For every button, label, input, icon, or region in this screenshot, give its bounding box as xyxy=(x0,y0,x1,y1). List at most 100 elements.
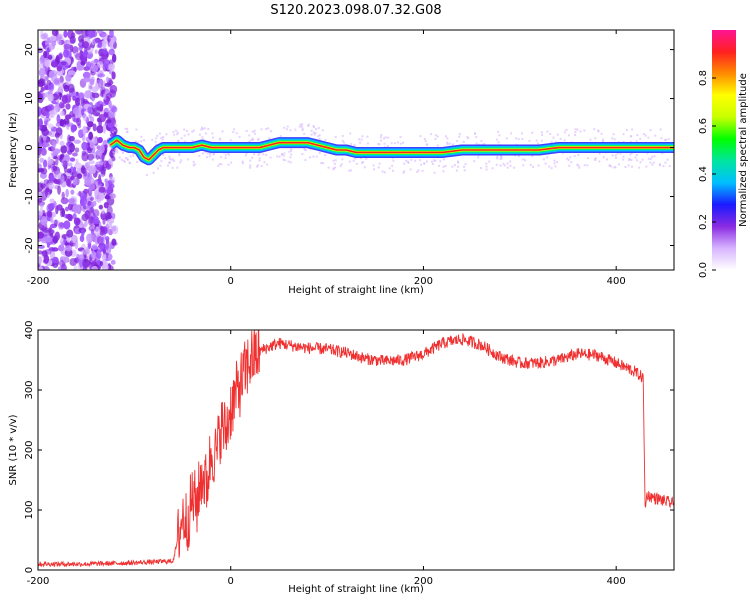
spectrogram-noise-blob xyxy=(101,254,107,260)
spectrogram-halo-point xyxy=(290,149,293,152)
spectrogram-halo-point xyxy=(202,138,205,141)
spectrogram-halo-point xyxy=(474,132,477,135)
spectrogram-halo-point xyxy=(467,137,470,140)
spectrogram-halo-point xyxy=(212,136,215,139)
spectrogram-halo-point xyxy=(549,132,552,135)
spectrogram-noise-blob xyxy=(58,39,62,45)
spectrogram-halo-point xyxy=(183,128,186,131)
spectrogram-halo-point xyxy=(451,165,454,168)
spectrogram-halo-point xyxy=(628,159,631,162)
spectrogram-halo-point xyxy=(358,138,361,141)
snr-marks xyxy=(38,330,674,568)
spectrogram-halo-point xyxy=(198,154,201,157)
spectrogram-noise-blob xyxy=(85,61,92,69)
spectrogram-noise-blob xyxy=(100,87,106,95)
spectrogram-halo-point xyxy=(172,159,175,162)
spectrogram-noise-blob xyxy=(51,247,59,252)
spectrogram-noise-blob xyxy=(66,122,74,127)
spectrogram-halo-point xyxy=(361,135,364,138)
spectrogram-halo-point xyxy=(321,129,324,132)
x-tick-label: 0 xyxy=(228,576,234,587)
spectrogram-halo-point xyxy=(463,165,466,168)
spectrogram-halo-point xyxy=(565,128,568,131)
spectrogram-halo-point xyxy=(642,132,645,135)
spectrogram-halo-point xyxy=(205,132,208,135)
spectrogram-noise-blob xyxy=(62,160,68,170)
spectrogram-halo-point xyxy=(327,166,330,169)
spectrogram-noise-blob xyxy=(43,50,48,58)
spectrogram-xlabel: Height of straight line (km) xyxy=(288,285,424,296)
spectrogram-noise-blob xyxy=(105,76,110,83)
spectrogram-noise-blob xyxy=(100,236,105,246)
spectrogram-halo-point xyxy=(660,137,663,140)
spectrogram-halo-point xyxy=(318,137,321,140)
spectrogram-noise-blob xyxy=(111,71,116,80)
colorbar-tick-label: 0.8 xyxy=(698,70,709,86)
spectrogram-noise-blob xyxy=(65,206,69,212)
spectrogram-halo-point xyxy=(387,136,390,139)
spectrogram-noise-blob xyxy=(59,119,65,127)
spectrogram-noise-blob xyxy=(108,265,114,270)
spectrogram-halo-point xyxy=(201,127,204,130)
spectrogram-halo-point xyxy=(128,161,131,164)
spectrogram-frame xyxy=(37,29,675,271)
spectrogram-halo-point xyxy=(178,152,181,155)
spectrogram-halo-point xyxy=(140,135,143,138)
spectrogram-halo-point xyxy=(475,142,478,145)
spectrogram-halo-point xyxy=(208,155,211,158)
spectrogram-halo-point xyxy=(495,163,498,166)
spectrogram-halo-point xyxy=(473,160,476,163)
spectrogram-noise-blob xyxy=(79,257,84,268)
spectrogram-halo-point xyxy=(668,165,671,168)
spectrogram-halo-point xyxy=(298,125,301,128)
spectrogram-halo-point xyxy=(178,154,181,157)
spectrogram-noise-blob xyxy=(44,68,48,76)
spectrogram-halo-point xyxy=(499,158,502,161)
spectrogram-noise-blob xyxy=(53,179,61,185)
spectrogram-halo-point xyxy=(145,173,148,176)
spectrogram-halo-point xyxy=(638,166,641,169)
spectrogram-halo-point xyxy=(263,161,266,164)
spectrogram-halo-point xyxy=(192,129,195,132)
spectrogram-halo-point xyxy=(535,139,538,142)
spectrogram-noise-blob xyxy=(76,173,83,179)
spectrogram-halo-point xyxy=(419,159,422,162)
spectrogram-noise-blob xyxy=(109,30,114,39)
spectrogram-halo-point xyxy=(445,135,448,138)
spectrogram-halo-point xyxy=(602,156,605,159)
spectrogram-halo-point xyxy=(162,153,165,156)
spectrogram-noise-blob xyxy=(79,234,85,242)
spectrogram-halo-point xyxy=(496,155,499,158)
spectrogram-halo-point xyxy=(500,155,503,158)
spectrogram-halo-point xyxy=(151,138,154,141)
spectrogram-halo-point xyxy=(152,171,155,174)
spectrogram-halo-point xyxy=(410,158,413,161)
spectrogram-halo-point xyxy=(567,159,570,162)
spectrogram-halo-point xyxy=(260,128,263,131)
spectrogram-halo-point xyxy=(354,157,357,160)
spectrogram-noise-blob xyxy=(64,245,73,252)
spectrogram-halo-point xyxy=(355,162,358,165)
spectrogram-halo-point xyxy=(373,168,376,171)
spectrogram-noise-blob xyxy=(103,112,108,117)
spectrogram-halo-point xyxy=(251,156,254,159)
spectrogram-halo-point xyxy=(434,159,437,162)
spectrogram-halo-point xyxy=(570,161,573,164)
spectrogram-noise-blob xyxy=(76,117,82,127)
spectrogram-halo-point xyxy=(479,167,482,170)
spectrogram-halo-point xyxy=(649,129,652,132)
spectrogram-noise-blob xyxy=(109,84,118,94)
spectrogram-halo-point xyxy=(665,139,668,142)
spectrogram-halo-point xyxy=(159,164,162,167)
spectrogram-halo-point xyxy=(143,139,146,142)
spectrogram-halo-point xyxy=(172,158,175,161)
spectrogram-halo-point xyxy=(499,164,502,167)
spectrogram-halo-point xyxy=(217,164,220,167)
spectrogram-halo-point xyxy=(393,142,396,145)
spectrogram-noise-blob xyxy=(59,101,65,109)
spectrogram-halo-point xyxy=(529,163,532,166)
spectrogram-noise-blob xyxy=(66,213,72,220)
spectrogram-noise-blob xyxy=(58,53,63,60)
spectrogram-halo-point xyxy=(359,157,362,160)
spectrogram-halo-point xyxy=(635,153,638,156)
